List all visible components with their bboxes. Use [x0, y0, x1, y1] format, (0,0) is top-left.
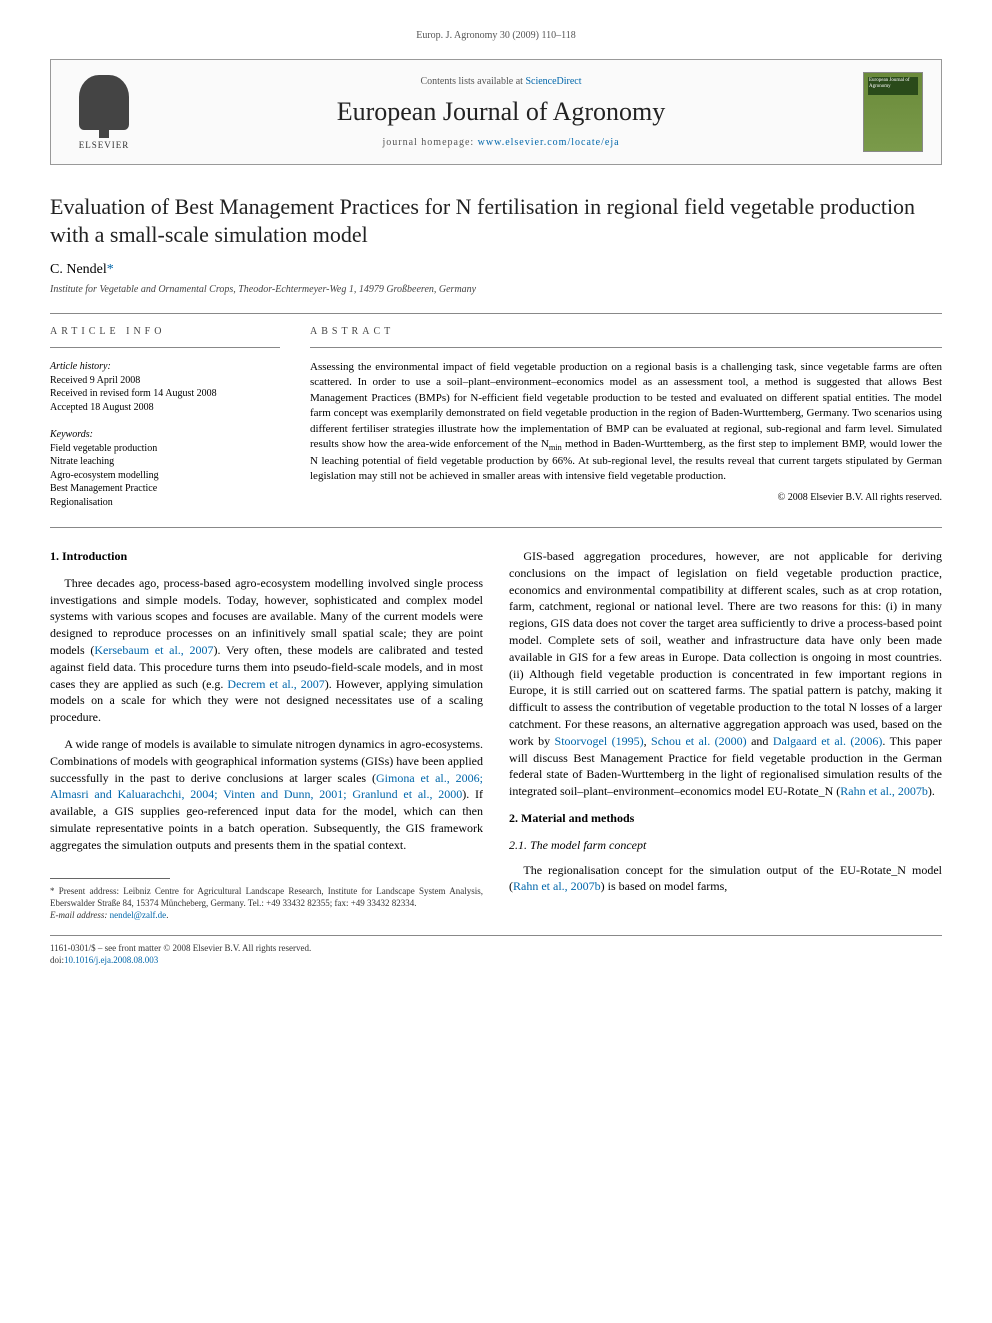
journal-name: European Journal of Agronomy [157, 97, 845, 127]
text: GIS-based aggregation procedures, howeve… [509, 549, 942, 748]
affiliation: Institute for Vegetable and Ornamental C… [50, 284, 942, 295]
article-info-column: ARTICLE INFO Article history: Received 9… [50, 326, 280, 509]
article-history: Article history: Received 9 April 2008 R… [50, 360, 280, 414]
copyright-line: © 2008 Elsevier B.V. All rights reserved… [310, 492, 942, 503]
doi-label: doi: [50, 955, 64, 965]
section-heading-methods: 2. Material and methods [509, 810, 942, 827]
publisher-name: ELSEVIER [79, 140, 130, 150]
keyword: Field vegetable production [50, 442, 280, 456]
text: ). [928, 784, 935, 798]
keyword: Nitrate leaching [50, 455, 280, 469]
keyword: Best Management Practice [50, 482, 280, 496]
divider [50, 527, 942, 528]
text: ) is based on model farms, [601, 879, 728, 893]
citation-link[interactable]: Rahn et al., 2007b [513, 879, 601, 893]
abstract-text: Assessing the environmental impact of fi… [310, 360, 942, 484]
abstract-column: ABSTRACT Assessing the environmental imp… [310, 326, 942, 509]
corresponding-author-link[interactable]: * [107, 262, 114, 277]
article-info-label: ARTICLE INFO [50, 326, 280, 337]
elsevier-logo: ELSEVIER [69, 72, 139, 152]
journal-homepage-line: journal homepage: www.elsevier.com/locat… [157, 137, 845, 148]
doi-line: doi:10.1016/j.eja.2008.08.003 [50, 954, 942, 966]
paragraph: GIS-based aggregation procedures, howeve… [509, 548, 942, 800]
contents-available-line: Contents lists available at ScienceDirec… [157, 76, 845, 87]
journal-header: ELSEVIER Contents lists available at Sci… [50, 59, 942, 165]
column-left: 1. Introduction Three decades ago, proce… [50, 548, 483, 921]
citation-link[interactable]: Kersebaum et al., 2007 [94, 643, 213, 657]
keywords-title: Keywords: [50, 428, 280, 442]
abstract-text-pre: Assessing the environmental impact of fi… [310, 361, 942, 450]
doi-link[interactable]: 10.1016/j.eja.2008.08.003 [64, 955, 158, 965]
citation-link[interactable]: Stoorvogel (1995) [555, 734, 644, 748]
citation-link[interactable]: Rahn et al., 2007b [840, 784, 928, 798]
sciencedirect-link[interactable]: ScienceDirect [525, 76, 581, 87]
meta-row: ARTICLE INFO Article history: Received 9… [50, 326, 942, 509]
text: and [747, 734, 773, 748]
email-link[interactable]: nendel@zalf.de [110, 910, 167, 920]
citation-link[interactable]: Schou et al. (2000) [651, 734, 747, 748]
section-heading-introduction: 1. Introduction [50, 548, 483, 565]
footnote: * Present address: Leibniz Centre for Ag… [50, 885, 483, 921]
paragraph: A wide range of models is available to s… [50, 736, 483, 854]
cover-caption: European Journal of Agronomy [869, 78, 922, 89]
keywords-block: Keywords: Field vegetable production Nit… [50, 428, 280, 509]
author-line: C. Nendel* [50, 262, 942, 278]
paragraph: Three decades ago, process-based agro-ec… [50, 575, 483, 726]
keyword: Agro-ecosystem modelling [50, 469, 280, 483]
history-accepted: Accepted 18 August 2008 [50, 401, 280, 415]
divider [310, 347, 942, 348]
keyword: Regionalisation [50, 496, 280, 510]
header-center: Contents lists available at ScienceDirec… [157, 76, 845, 148]
history-title: Article history: [50, 360, 280, 374]
text: , [644, 734, 651, 748]
elsevier-tree-icon [79, 75, 129, 130]
homepage-prefix: journal homepage: [382, 137, 477, 148]
journal-cover-thumb: European Journal of Agronomy [863, 72, 923, 152]
contents-prefix: Contents lists available at [420, 76, 525, 87]
citation-link[interactable]: Decrem et al., 2007 [227, 677, 324, 691]
author-name: C. Nendel [50, 262, 107, 277]
citation-link[interactable]: Dalgaard et al. (2006) [773, 734, 883, 748]
email-label: E-mail address: [50, 910, 110, 920]
abstract-label: ABSTRACT [310, 326, 942, 337]
article-title: Evaluation of Best Management Practices … [50, 193, 942, 248]
divider [50, 347, 280, 348]
column-right: GIS-based aggregation procedures, howeve… [509, 548, 942, 921]
front-matter-line: 1161-0301/$ – see front matter © 2008 El… [50, 942, 942, 954]
history-received: Received 9 April 2008 [50, 374, 280, 388]
bottom-separator [50, 935, 942, 936]
footnote-text: Present address: Leibniz Centre for Agri… [50, 886, 483, 908]
journal-homepage-link[interactable]: www.elsevier.com/locate/eja [478, 137, 620, 148]
page: Europ. J. Agronomy 30 (2009) 110–118 ELS… [0, 0, 992, 996]
divider [50, 313, 942, 314]
footnote-separator [50, 878, 170, 879]
nmin-subscript: min [549, 443, 562, 452]
history-revised: Received in revised form 14 August 2008 [50, 387, 280, 401]
body-columns: 1. Introduction Three decades ago, proce… [50, 548, 942, 921]
paragraph: The regionalisation concept for the simu… [509, 862, 942, 896]
running-head: Europ. J. Agronomy 30 (2009) 110–118 [50, 30, 942, 41]
subsection-heading: 2.1. The model farm concept [509, 837, 942, 854]
